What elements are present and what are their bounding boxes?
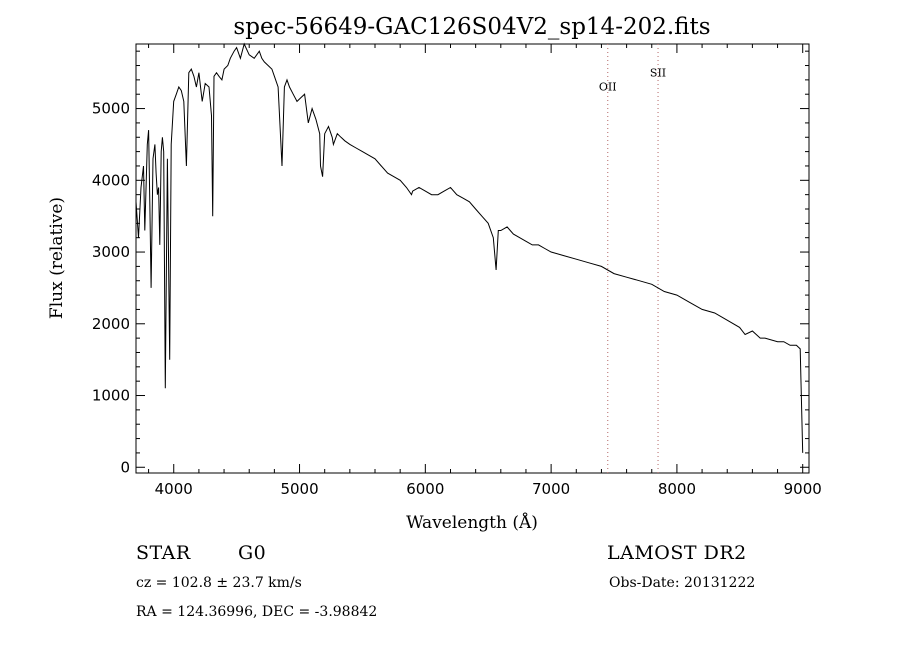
x-tick-label: 9000 <box>784 480 822 498</box>
x-tick-label: 5000 <box>280 480 318 498</box>
y-tick-label: 1000 <box>92 387 130 405</box>
y-tick-label: 4000 <box>92 171 130 189</box>
chart-title: spec-56649-GAC126S04V2_sp14-202.fits <box>233 14 710 40</box>
survey-name: LAMOST DR2 <box>607 542 747 564</box>
plot-frame <box>135 43 810 474</box>
y-tick-label: 2000 <box>92 315 130 333</box>
line-marker-label: SII <box>650 66 666 79</box>
spectrum-line <box>135 42 804 453</box>
line-marker-label: OII <box>599 81 617 94</box>
x-tick-label: 4000 <box>155 480 193 498</box>
object-class: STAR <box>136 542 191 564</box>
y-tick-label: 5000 <box>92 100 130 118</box>
x-tick-label: 6000 <box>406 480 444 498</box>
obs-date-text: Obs-Date: 20131222 <box>609 575 756 591</box>
object-subclass: G0 <box>238 542 267 564</box>
y-tick-label: 0 <box>120 458 130 476</box>
coords-text: RA = 124.36996, DEC = -3.98842 <box>136 604 378 620</box>
x-axis-label: Wavelength (Å) <box>406 512 538 533</box>
y-axis-label: Flux (relative) <box>47 197 67 319</box>
x-tick-label: 7000 <box>532 480 570 498</box>
x-tick-label: 8000 <box>658 480 696 498</box>
y-tick-label: 3000 <box>92 243 130 261</box>
redshift-text: cz = 102.8 ± 23.7 km/s <box>136 575 302 591</box>
